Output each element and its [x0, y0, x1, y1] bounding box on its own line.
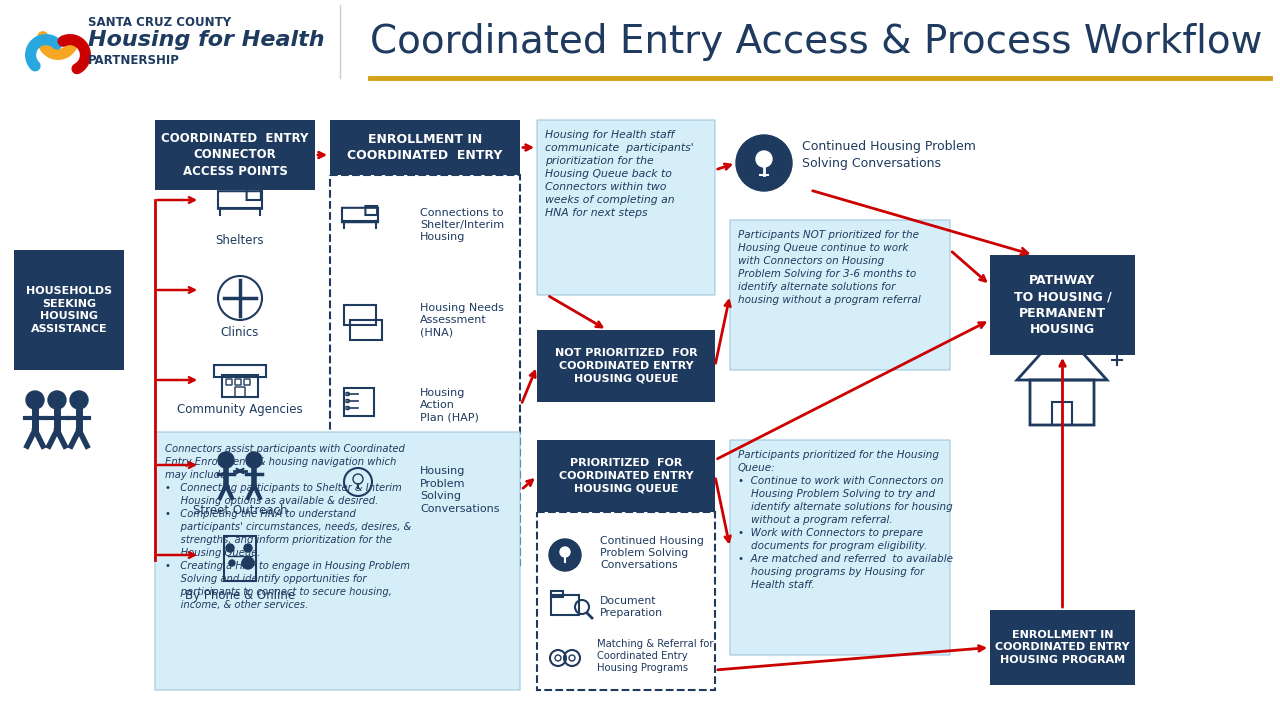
Circle shape: [70, 391, 88, 409]
Circle shape: [244, 544, 252, 552]
Text: Community Agencies: Community Agencies: [177, 403, 303, 416]
Text: Housing
Problem
Solving
Conversations: Housing Problem Solving Conversations: [420, 467, 499, 513]
FancyBboxPatch shape: [730, 220, 950, 370]
FancyBboxPatch shape: [730, 440, 950, 655]
Circle shape: [218, 452, 234, 468]
Text: NOT PRIORITIZED  FOR
COORDINATED ENTRY
HOUSING QUEUE: NOT PRIORITIZED FOR COORDINATED ENTRY HO…: [554, 348, 698, 384]
Circle shape: [242, 557, 253, 569]
Text: Clinics: Clinics: [221, 325, 259, 338]
Text: PARTNERSHIP: PARTNERSHIP: [88, 53, 180, 66]
Text: Coordinated Entry Access & Process Workflow: Coordinated Entry Access & Process Workf…: [370, 23, 1262, 61]
Circle shape: [756, 151, 772, 167]
Circle shape: [49, 391, 67, 409]
Circle shape: [549, 539, 581, 571]
Text: PRIORITIZED  FOR
COORDINATED ENTRY
HOUSING QUEUE: PRIORITIZED FOR COORDINATED ENTRY HOUSIN…: [558, 458, 694, 494]
FancyBboxPatch shape: [155, 432, 520, 690]
Text: HOUSEHOLDS
SEEKING
HOUSING
ASSISTANCE: HOUSEHOLDS SEEKING HOUSING ASSISTANCE: [26, 286, 113, 334]
Text: Participants NOT prioritized for the
Housing Queue continue to work
with Connect: Participants NOT prioritized for the Hou…: [739, 230, 920, 305]
Text: ENROLLMENT IN
COORDINATED ENTRY
HOUSING PROGRAM: ENROLLMENT IN COORDINATED ENTRY HOUSING …: [995, 630, 1130, 665]
Text: Housing Needs
Assessment
(HNA): Housing Needs Assessment (HNA): [420, 302, 504, 338]
Text: By Phone & Online: By Phone & Online: [184, 588, 296, 601]
FancyBboxPatch shape: [538, 330, 716, 402]
FancyBboxPatch shape: [989, 255, 1135, 355]
FancyBboxPatch shape: [14, 250, 124, 370]
FancyBboxPatch shape: [330, 120, 520, 175]
Text: Matching & Referral for
Coordinated Entry
Housing Programs: Matching & Referral for Coordinated Entr…: [596, 639, 713, 673]
Text: Continued Housing Problem
Solving Conversations: Continued Housing Problem Solving Conver…: [803, 140, 975, 170]
Text: PATHWAY
TO HOUSING /
PERMANENT
HOUSING: PATHWAY TO HOUSING / PERMANENT HOUSING: [1014, 274, 1111, 336]
Text: COORDINATED  ENTRY
CONNECTOR
ACCESS POINTS: COORDINATED ENTRY CONNECTOR ACCESS POINT…: [161, 132, 308, 178]
Text: Connectors assist participants with Coordinated
Entry Enrollments & housing navi: Connectors assist participants with Coor…: [165, 444, 411, 611]
FancyBboxPatch shape: [538, 120, 716, 295]
Text: SANTA CRUZ COUNTY: SANTA CRUZ COUNTY: [88, 16, 232, 29]
Text: Housing
Action
Plan (HAP): Housing Action Plan (HAP): [420, 387, 479, 423]
FancyBboxPatch shape: [155, 120, 315, 190]
Text: Housing for Health: Housing for Health: [88, 30, 325, 50]
Circle shape: [229, 560, 236, 566]
Text: Street Outreach: Street Outreach: [193, 503, 287, 516]
Circle shape: [561, 547, 570, 557]
Text: Housing for Health staff
communicate  participants'
prioritization for the
Housi: Housing for Health staff communicate par…: [545, 130, 694, 218]
Circle shape: [736, 135, 792, 191]
FancyBboxPatch shape: [989, 610, 1135, 685]
Circle shape: [246, 452, 262, 468]
Text: ENROLLMENT IN
COORDINATED  ENTRY: ENROLLMENT IN COORDINATED ENTRY: [347, 132, 503, 162]
Text: Continued Housing
Problem Solving
Conversations: Continued Housing Problem Solving Conver…: [600, 536, 704, 570]
Text: Shelters: Shelters: [216, 233, 264, 246]
Text: Participants prioritized for the Housing
Queue:
•  Continue to work with Connect: Participants prioritized for the Housing…: [739, 450, 954, 590]
Circle shape: [227, 544, 234, 552]
FancyBboxPatch shape: [538, 440, 716, 512]
Text: Document
Preparation: Document Preparation: [600, 596, 663, 618]
Circle shape: [26, 391, 44, 409]
Text: Connections to
Shelter/Interim
Housing: Connections to Shelter/Interim Housing: [420, 207, 504, 243]
